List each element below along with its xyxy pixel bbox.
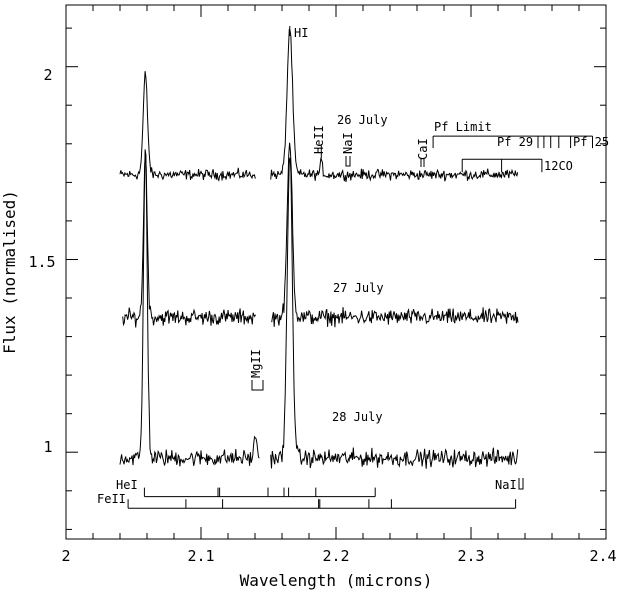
annot-hi: HI — [294, 26, 308, 40]
nai-bottom-marker — [518, 478, 524, 490]
annot-nai-bottom: NaI — [495, 478, 517, 492]
spectrum-line-28-july-segment-1 — [119, 149, 260, 467]
cai-marker — [420, 159, 425, 167]
y-axis — [66, 27, 606, 530]
y-tick-label-1.5: 1.5 — [28, 253, 55, 271]
annot-pf25: Pf 25 — [573, 135, 609, 149]
x-tick-label-2.2: 2.2 — [322, 547, 349, 565]
series-label-28-july: 28 July — [332, 410, 383, 424]
spectrum-line-27-july-segment-2 — [271, 142, 519, 328]
spectrum-line-28-july-segment-2 — [270, 157, 519, 469]
annot-pf29: Pf 29 — [497, 135, 533, 149]
x-tick-label-2.1: 2.1 — [187, 547, 214, 565]
spectra — [119, 28, 519, 469]
x-axis — [65, 5, 607, 539]
annot-heii: HeII — [312, 125, 326, 154]
x-tick-label-2.3: 2.3 — [457, 547, 484, 565]
x-tick-label-2.4: 2.4 — [589, 547, 616, 565]
annot-feii: FeII — [97, 492, 126, 506]
line-identifications — [127, 26, 593, 509]
series-label-27-july: 27 July — [333, 281, 384, 295]
spectrum-line-26-july-segment-2 — [270, 28, 519, 182]
annot-nai-top: NaI — [341, 132, 355, 154]
spectrum-line-26-july-segment-1 — [119, 71, 256, 182]
annot-cai: CaI — [416, 138, 430, 160]
series-label-26-july: 26 July — [337, 113, 388, 127]
mgii-marker — [251, 380, 264, 391]
x-tick-label-2: 2 — [61, 547, 70, 565]
x-axis-label: Wavelength (microns) — [240, 571, 433, 590]
y-tick-label-1: 1 — [43, 438, 52, 456]
annot-hei: HeI — [116, 478, 138, 492]
annot-mgii: MgII — [249, 349, 263, 378]
y-tick-label-2: 2 — [43, 66, 52, 84]
spectrum-line-27-july-segment-1 — [122, 153, 256, 328]
nai-top-marker — [345, 156, 351, 167]
annot-pf-limit: Pf Limit — [434, 120, 492, 134]
annot-co: 12CO — [544, 159, 573, 173]
y-axis-label: Flux (normalised) — [0, 190, 19, 354]
